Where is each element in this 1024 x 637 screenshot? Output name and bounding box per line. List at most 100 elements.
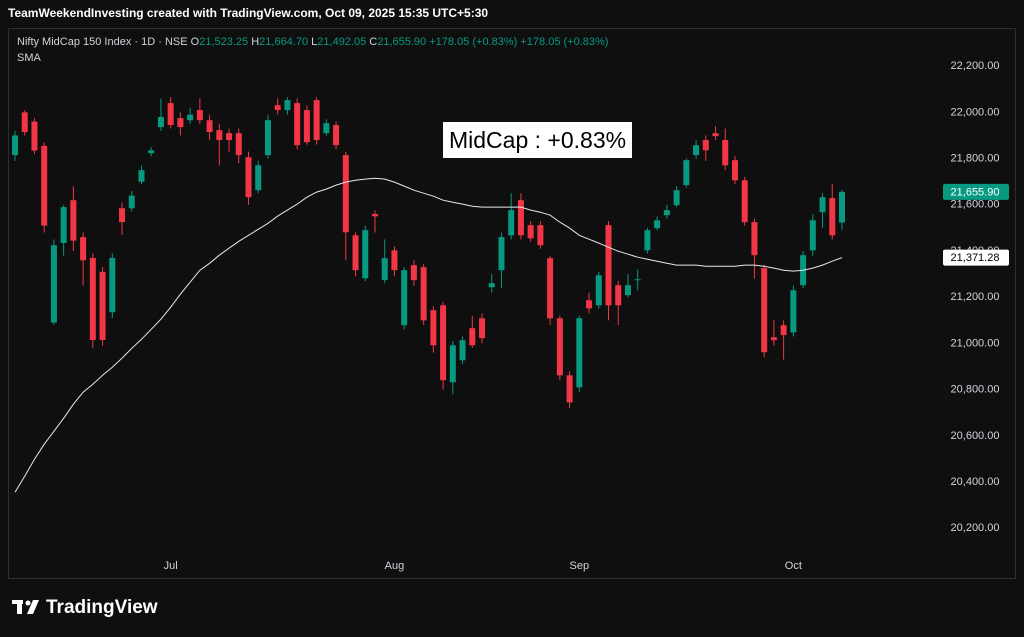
y-tick-label: 21,200.00 bbox=[951, 291, 1000, 303]
candle-body bbox=[89, 257, 96, 340]
price-label: 21,655.90 bbox=[951, 186, 1000, 198]
y-tick-label: 20,200.00 bbox=[951, 522, 1000, 534]
candle-body bbox=[391, 250, 398, 271]
price-label: 21,371.28 bbox=[951, 252, 1000, 264]
candle-body bbox=[31, 121, 38, 151]
y-tick-label: 22,200.00 bbox=[951, 60, 1000, 72]
candle-body bbox=[216, 130, 223, 141]
x-tick-label: Aug bbox=[385, 560, 405, 572]
candle-body bbox=[255, 165, 262, 191]
candle-body bbox=[401, 270, 408, 326]
candle-body bbox=[527, 225, 534, 239]
candle-body bbox=[790, 290, 797, 333]
candle-body bbox=[595, 275, 602, 306]
candle-body bbox=[459, 340, 466, 361]
candle-body bbox=[566, 375, 573, 403]
candle-body bbox=[683, 160, 690, 186]
candle-body bbox=[654, 220, 661, 229]
candle-body bbox=[245, 157, 252, 198]
candle-body bbox=[440, 305, 447, 381]
x-tick-label: Sep bbox=[570, 560, 590, 572]
candle-body bbox=[829, 198, 836, 236]
candle-body bbox=[547, 258, 554, 319]
candle-body bbox=[235, 133, 242, 156]
candle-body bbox=[809, 220, 816, 251]
candle-body bbox=[488, 283, 495, 288]
candle-body bbox=[274, 105, 281, 111]
candle-body bbox=[138, 170, 145, 182]
logo-part bbox=[25, 600, 31, 606]
change-label: +178.05 (+0.83%) bbox=[520, 36, 609, 48]
price-label-box bbox=[943, 183, 1009, 200]
candle-body bbox=[21, 112, 28, 132]
legend-key: H bbox=[251, 36, 260, 48]
x-tick-label: Jul bbox=[164, 560, 178, 572]
candle-body bbox=[128, 195, 135, 209]
candle-body bbox=[722, 140, 729, 166]
candle-body bbox=[479, 318, 486, 339]
legend-value: 21,664.70 bbox=[259, 36, 309, 48]
y-tick-label: 22,000.00 bbox=[951, 106, 1000, 118]
candle-body bbox=[819, 197, 826, 213]
candle-body bbox=[284, 100, 291, 111]
candle-body bbox=[693, 145, 700, 156]
candle-body bbox=[615, 285, 622, 306]
candle-body bbox=[731, 160, 738, 181]
candle-body bbox=[352, 235, 359, 271]
candle-body bbox=[644, 230, 651, 251]
candle-body bbox=[50, 245, 57, 323]
candle-body bbox=[556, 318, 563, 376]
annotation: MidCap : +0.83% bbox=[443, 122, 633, 158]
candle-body bbox=[634, 279, 641, 281]
candle-body bbox=[187, 114, 194, 121]
y-tick-label: 21,000.00 bbox=[951, 337, 1000, 349]
legend-key: O bbox=[190, 36, 200, 48]
candle-body bbox=[410, 265, 417, 281]
candle-body bbox=[264, 120, 271, 156]
candle-body bbox=[323, 123, 330, 134]
y-tick-label: 21,800.00 bbox=[951, 152, 1000, 164]
candle-body bbox=[517, 200, 524, 236]
candle-body bbox=[70, 200, 77, 241]
candle-body bbox=[624, 285, 631, 296]
candle-body bbox=[157, 116, 164, 128]
candle-body bbox=[673, 190, 680, 206]
candle-body bbox=[99, 271, 106, 340]
candle-body bbox=[498, 237, 505, 271]
candle-body bbox=[294, 103, 301, 146]
candle-body bbox=[148, 150, 155, 154]
candle-body bbox=[109, 257, 116, 313]
candle-body bbox=[206, 120, 213, 132]
legend-value: 21,655.90 bbox=[377, 36, 427, 48]
sma-line bbox=[14, 177, 843, 493]
change-label: +178.05 (+0.83%) bbox=[429, 36, 518, 48]
candle-body bbox=[333, 125, 340, 146]
candle-body bbox=[537, 225, 544, 246]
logo-part bbox=[27, 600, 39, 614]
credit: TeamWeekendInvesting created with Tradin… bbox=[8, 6, 489, 20]
legend-key: L bbox=[311, 36, 318, 48]
candle-body bbox=[313, 100, 320, 141]
candle-body bbox=[761, 268, 768, 353]
candles bbox=[12, 97, 845, 409]
candle-body bbox=[663, 210, 670, 216]
candle-body bbox=[702, 140, 709, 151]
candle-body bbox=[381, 258, 388, 281]
candle-body bbox=[576, 318, 583, 388]
candle-body bbox=[751, 222, 758, 256]
symbol-title: Nifty MidCap 150 Index · 1D · NSE bbox=[17, 36, 188, 48]
candle-body bbox=[741, 180, 748, 223]
candle-body bbox=[12, 135, 18, 156]
candle-body bbox=[362, 230, 369, 279]
candle-body bbox=[196, 110, 203, 121]
chart-frame bbox=[8, 28, 1016, 579]
brand: TradingView bbox=[46, 597, 158, 618]
candle-body bbox=[449, 345, 456, 383]
candle-body bbox=[342, 155, 349, 233]
candle-body bbox=[41, 145, 48, 226]
candle-body bbox=[167, 103, 174, 126]
candle-body bbox=[712, 133, 719, 137]
candle-body bbox=[839, 191, 845, 223]
legend-key: C bbox=[369, 36, 378, 48]
